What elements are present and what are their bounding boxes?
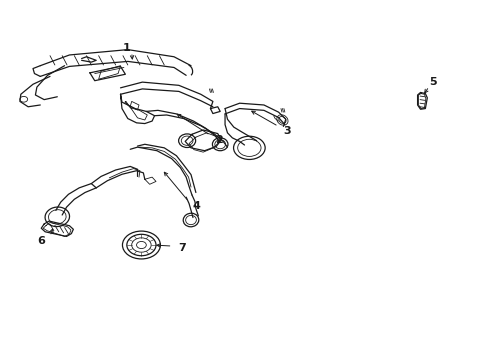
Text: 1: 1	[122, 43, 130, 53]
Text: 3: 3	[283, 126, 290, 136]
Text: 5: 5	[428, 77, 436, 87]
Text: 4: 4	[193, 201, 201, 211]
Text: 6: 6	[37, 236, 45, 246]
Text: 2: 2	[215, 135, 223, 145]
Text: 7: 7	[178, 243, 186, 253]
